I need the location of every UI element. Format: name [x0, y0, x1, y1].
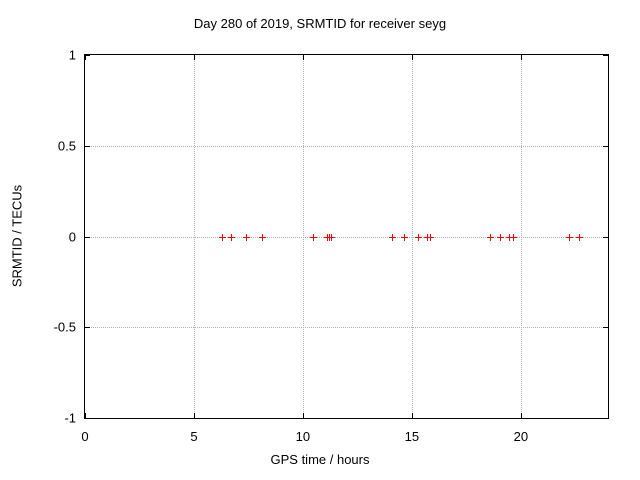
x-tick-label: 0	[81, 429, 89, 444]
y-tick-label: 0	[68, 229, 76, 244]
data-point	[427, 233, 435, 241]
plot-area	[84, 54, 609, 419]
data-point	[389, 233, 397, 241]
data-point	[497, 233, 505, 241]
data-point	[487, 233, 495, 241]
tick-mark-top	[520, 55, 522, 60]
data-point	[510, 233, 518, 241]
tick-mark-left	[85, 418, 90, 419]
tick-mark-top	[411, 55, 413, 60]
data-point	[258, 233, 266, 241]
tick-mark-right	[603, 418, 608, 419]
tick-mark-top	[85, 55, 86, 60]
tick-mark-left	[85, 145, 90, 147]
gridline-x	[411, 55, 413, 418]
x-tick-label: 15	[404, 429, 420, 444]
data-point	[505, 233, 513, 241]
tick-mark-right	[603, 145, 608, 147]
data-point	[328, 233, 336, 241]
y-tick-label: -0.5	[53, 319, 76, 335]
y-tick-label: 0.5	[57, 138, 76, 154]
gridline-x	[193, 55, 195, 418]
tick-mark-bottom	[520, 413, 522, 418]
x-tick-label: 20	[513, 429, 529, 444]
tick-mark-bottom	[411, 413, 413, 418]
tick-mark-top	[193, 55, 195, 60]
data-point	[228, 233, 235, 241]
data-point	[415, 233, 423, 241]
data-point	[309, 233, 317, 241]
data-point	[575, 233, 583, 241]
gridline-y	[85, 145, 608, 147]
x-axis-label: GPS time / hours	[270, 452, 370, 467]
tick-mark-bottom	[302, 413, 304, 418]
tick-mark-bottom	[193, 413, 195, 418]
gridline-y	[85, 236, 608, 238]
data-point	[401, 233, 409, 241]
x-tick-label: 5	[190, 429, 198, 444]
tick-mark-right	[603, 327, 608, 329]
gridline-x	[520, 55, 522, 418]
tick-mark-right	[603, 55, 608, 56]
chart-title: Day 280 of 2019, SRMTID for receiver sey…	[193, 16, 447, 31]
tick-mark-left	[85, 327, 90, 329]
tick-mark-bottom	[85, 413, 86, 418]
data-point	[565, 233, 573, 241]
data-point	[219, 233, 227, 241]
data-point	[243, 233, 251, 241]
x-tick-label: 10	[295, 429, 311, 444]
tick-mark-left	[85, 236, 90, 238]
tick-mark-right	[603, 236, 608, 238]
y-tick-label: 1	[68, 47, 76, 63]
tick-mark-top	[302, 55, 304, 60]
tick-mark-left	[85, 55, 90, 56]
gridline-x	[302, 55, 304, 418]
y-tick-label: -1	[64, 410, 76, 426]
gridline-y	[85, 327, 608, 329]
